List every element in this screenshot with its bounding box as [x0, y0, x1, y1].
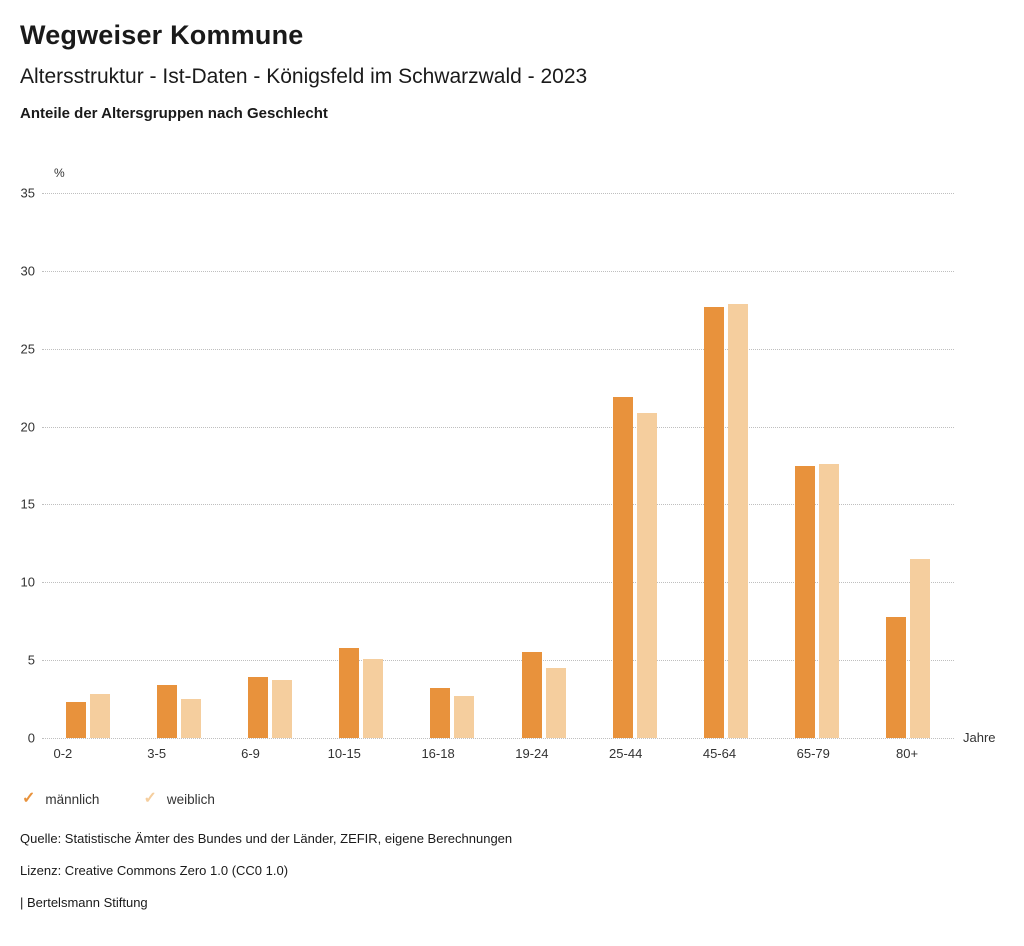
bar-männlich-45-64[interactable] — [704, 306, 725, 738]
plot-wrap: 0 5 10 15 20 25 30 35 Jahre — [21, 186, 996, 746]
y-tick-label: 30 — [20, 263, 35, 279]
chart-subtitle: Anteile der Altersgruppen nach Geschlech… — [20, 105, 328, 122]
bar-weiblich-10-15[interactable] — [363, 658, 384, 738]
bar-männlich-3-5[interactable] — [156, 685, 177, 738]
gridline — [42, 660, 954, 662]
bar-weiblich-19-24[interactable] — [545, 667, 566, 738]
y-axis-unit: % — [54, 166, 65, 180]
gridline — [42, 582, 954, 584]
y-tick-label: 15 — [20, 496, 35, 512]
bar-group-19-24 — [498, 193, 589, 738]
legend-item-maennlich[interactable]: ✓ männlich — [22, 791, 99, 807]
legend: ✓ männlich ✓ weiblich — [22, 791, 1024, 807]
bar-männlich-0-2[interactable] — [65, 702, 86, 738]
chart: % 0 5 10 15 20 25 30 35 Jahre 0-2 3-5 6-9 10-15 16-… — [16, 166, 996, 761]
legend-label-weiblich: weiblich — [166, 791, 215, 807]
bar-männlich-25-44[interactable] — [612, 397, 633, 738]
gridline — [42, 738, 954, 739]
x-tick-label: 6-9 — [241, 746, 260, 761]
gridline — [42, 504, 954, 506]
bar-weiblich-3-5[interactable] — [180, 699, 201, 738]
x-tick-label: 10-15 — [327, 746, 361, 761]
x-tick-label: 65-79 — [796, 746, 830, 761]
bar-group-25-44 — [589, 193, 680, 738]
bar-group-80+ — [863, 193, 954, 738]
bar-group-10-15 — [316, 193, 407, 738]
bar-männlich-80+[interactable] — [886, 616, 907, 738]
legend-item-weiblich[interactable]: ✓ weiblich — [143, 791, 214, 807]
header: Wegweiser Kommune Altersstruktur - Ist-D… — [0, 20, 1024, 122]
x-tick-label: 16-18 — [421, 746, 455, 761]
x-axis-unit: Jahre — [963, 730, 996, 745]
x-tick-label: 0-2 — [53, 746, 73, 761]
gridline — [42, 270, 954, 272]
y-tick-label: 5 — [27, 652, 35, 668]
source-text: Quelle: Statistische Ämter des Bundes un… — [20, 831, 513, 846]
bar-weiblich-0-2[interactable] — [89, 694, 110, 738]
brand-text: | Bertelsmann Stiftung — [20, 895, 148, 910]
page-title: Wegweiser Kommune — [20, 20, 304, 50]
y-tick-label: 25 — [20, 341, 35, 357]
bar-group-6-9 — [224, 193, 315, 738]
x-tick-label: 45-64 — [702, 746, 737, 761]
bar-group-65-79 — [772, 193, 863, 738]
x-tick-label: 3-5 — [147, 746, 167, 761]
gridline — [42, 193, 954, 194]
y-tick-label: 20 — [20, 419, 35, 435]
legend-label-maennlich: männlich — [45, 791, 100, 807]
bar-group-45-64 — [680, 193, 771, 738]
x-tick-label: 19-24 — [515, 746, 549, 761]
bar-weiblich-65-79[interactable] — [819, 463, 840, 738]
gridline — [42, 348, 954, 350]
y-tick-label: 35 — [20, 185, 35, 201]
y-tick-label: 0 — [27, 730, 35, 746]
bar-männlich-10-15[interactable] — [339, 647, 360, 738]
bar-group-0-2 — [42, 193, 133, 738]
bar-männlich-65-79[interactable] — [795, 465, 816, 738]
bar-group-16-18 — [407, 193, 498, 738]
bar-männlich-16-18[interactable] — [430, 688, 451, 738]
x-tick-label: 25-44 — [609, 746, 643, 761]
bar-group-3-5 — [133, 193, 224, 738]
bar-weiblich-45-64[interactable] — [728, 303, 749, 738]
x-tick-label: 80+ — [896, 746, 919, 761]
checkmark-icon: ✓ — [143, 790, 157, 807]
bar-männlich-19-24[interactable] — [521, 652, 542, 738]
bar-weiblich-25-44[interactable] — [636, 412, 657, 738]
footer: Quelle: Statistische Ämter des Bundes un… — [20, 831, 1004, 910]
gridline — [42, 426, 954, 428]
bar-weiblich-16-18[interactable] — [454, 695, 475, 738]
bar-weiblich-6-9[interactable] — [272, 680, 292, 738]
bar-weiblich-80+[interactable] — [910, 558, 931, 738]
checkmark-icon: ✓ — [22, 790, 36, 807]
chart-title: Altersstruktur - Ist-Daten - Königsfeld … — [20, 65, 588, 88]
plot-area — [42, 193, 954, 738]
license-text: Lizenz: Creative Commons Zero 1.0 (CC0 1… — [20, 863, 289, 878]
x-axis-labels: 0-2 3-5 6-9 10-15 16-18 19-24 25-44 45-64 65-79 8… — [16, 746, 954, 761]
bar-männlich-6-9[interactable] — [248, 677, 268, 738]
y-tick-label: 10 — [20, 574, 35, 590]
